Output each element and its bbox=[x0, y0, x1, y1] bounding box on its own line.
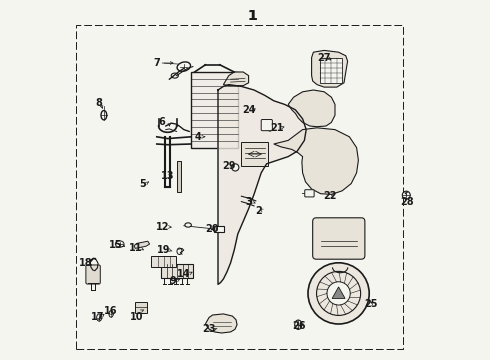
Polygon shape bbox=[274, 128, 358, 194]
Text: 3: 3 bbox=[245, 197, 252, 207]
Ellipse shape bbox=[109, 311, 113, 317]
Ellipse shape bbox=[171, 73, 178, 78]
Text: 27: 27 bbox=[318, 53, 331, 63]
Text: 1: 1 bbox=[247, 9, 257, 23]
Polygon shape bbox=[223, 72, 248, 86]
Text: 19: 19 bbox=[157, 245, 171, 255]
Ellipse shape bbox=[294, 320, 302, 329]
Text: 2: 2 bbox=[255, 206, 262, 216]
Text: 10: 10 bbox=[130, 312, 144, 322]
Polygon shape bbox=[205, 314, 237, 333]
Text: 21: 21 bbox=[270, 123, 284, 133]
Circle shape bbox=[402, 191, 410, 199]
Text: 29: 29 bbox=[222, 161, 236, 171]
Text: 14: 14 bbox=[177, 269, 191, 279]
Text: 20: 20 bbox=[205, 224, 219, 234]
Circle shape bbox=[232, 164, 239, 171]
Text: 4: 4 bbox=[195, 132, 201, 142]
Text: 5: 5 bbox=[139, 179, 146, 189]
Text: 17: 17 bbox=[91, 312, 104, 322]
Text: 22: 22 bbox=[323, 191, 336, 201]
Text: 6: 6 bbox=[159, 117, 166, 127]
Ellipse shape bbox=[97, 314, 102, 321]
Bar bbox=[162, 264, 193, 278]
Ellipse shape bbox=[101, 111, 107, 120]
Ellipse shape bbox=[177, 248, 182, 255]
Ellipse shape bbox=[185, 223, 192, 227]
Text: 28: 28 bbox=[400, 197, 414, 207]
Text: 11: 11 bbox=[128, 243, 142, 253]
Bar bbox=[151, 256, 176, 267]
Text: 25: 25 bbox=[364, 299, 378, 309]
Text: 8: 8 bbox=[96, 98, 102, 108]
Circle shape bbox=[317, 271, 361, 315]
FancyBboxPatch shape bbox=[261, 120, 272, 131]
Polygon shape bbox=[332, 287, 345, 298]
Bar bbox=[215, 226, 224, 232]
Text: 16: 16 bbox=[104, 306, 118, 316]
Text: 23: 23 bbox=[202, 324, 216, 334]
FancyBboxPatch shape bbox=[313, 218, 365, 259]
Bar bbox=[320, 58, 342, 83]
Polygon shape bbox=[134, 241, 149, 248]
Text: 26: 26 bbox=[292, 321, 306, 331]
Bar bbox=[176, 161, 181, 192]
FancyBboxPatch shape bbox=[305, 190, 314, 197]
Text: 18: 18 bbox=[79, 258, 93, 268]
Text: 13: 13 bbox=[161, 171, 174, 181]
Ellipse shape bbox=[116, 241, 124, 247]
Ellipse shape bbox=[177, 62, 191, 71]
Text: 24: 24 bbox=[242, 105, 255, 115]
Text: 1: 1 bbox=[247, 9, 257, 23]
FancyBboxPatch shape bbox=[86, 265, 100, 284]
Text: 12: 12 bbox=[155, 222, 169, 232]
Polygon shape bbox=[218, 85, 306, 284]
Text: 15: 15 bbox=[109, 240, 122, 250]
Polygon shape bbox=[312, 50, 347, 87]
Text: 7: 7 bbox=[153, 58, 160, 68]
Polygon shape bbox=[288, 90, 335, 127]
Bar bbox=[191, 72, 238, 148]
Bar bbox=[135, 302, 147, 313]
Circle shape bbox=[327, 282, 350, 305]
Bar bbox=[242, 142, 269, 166]
Text: 9: 9 bbox=[170, 276, 176, 286]
Circle shape bbox=[308, 263, 369, 324]
